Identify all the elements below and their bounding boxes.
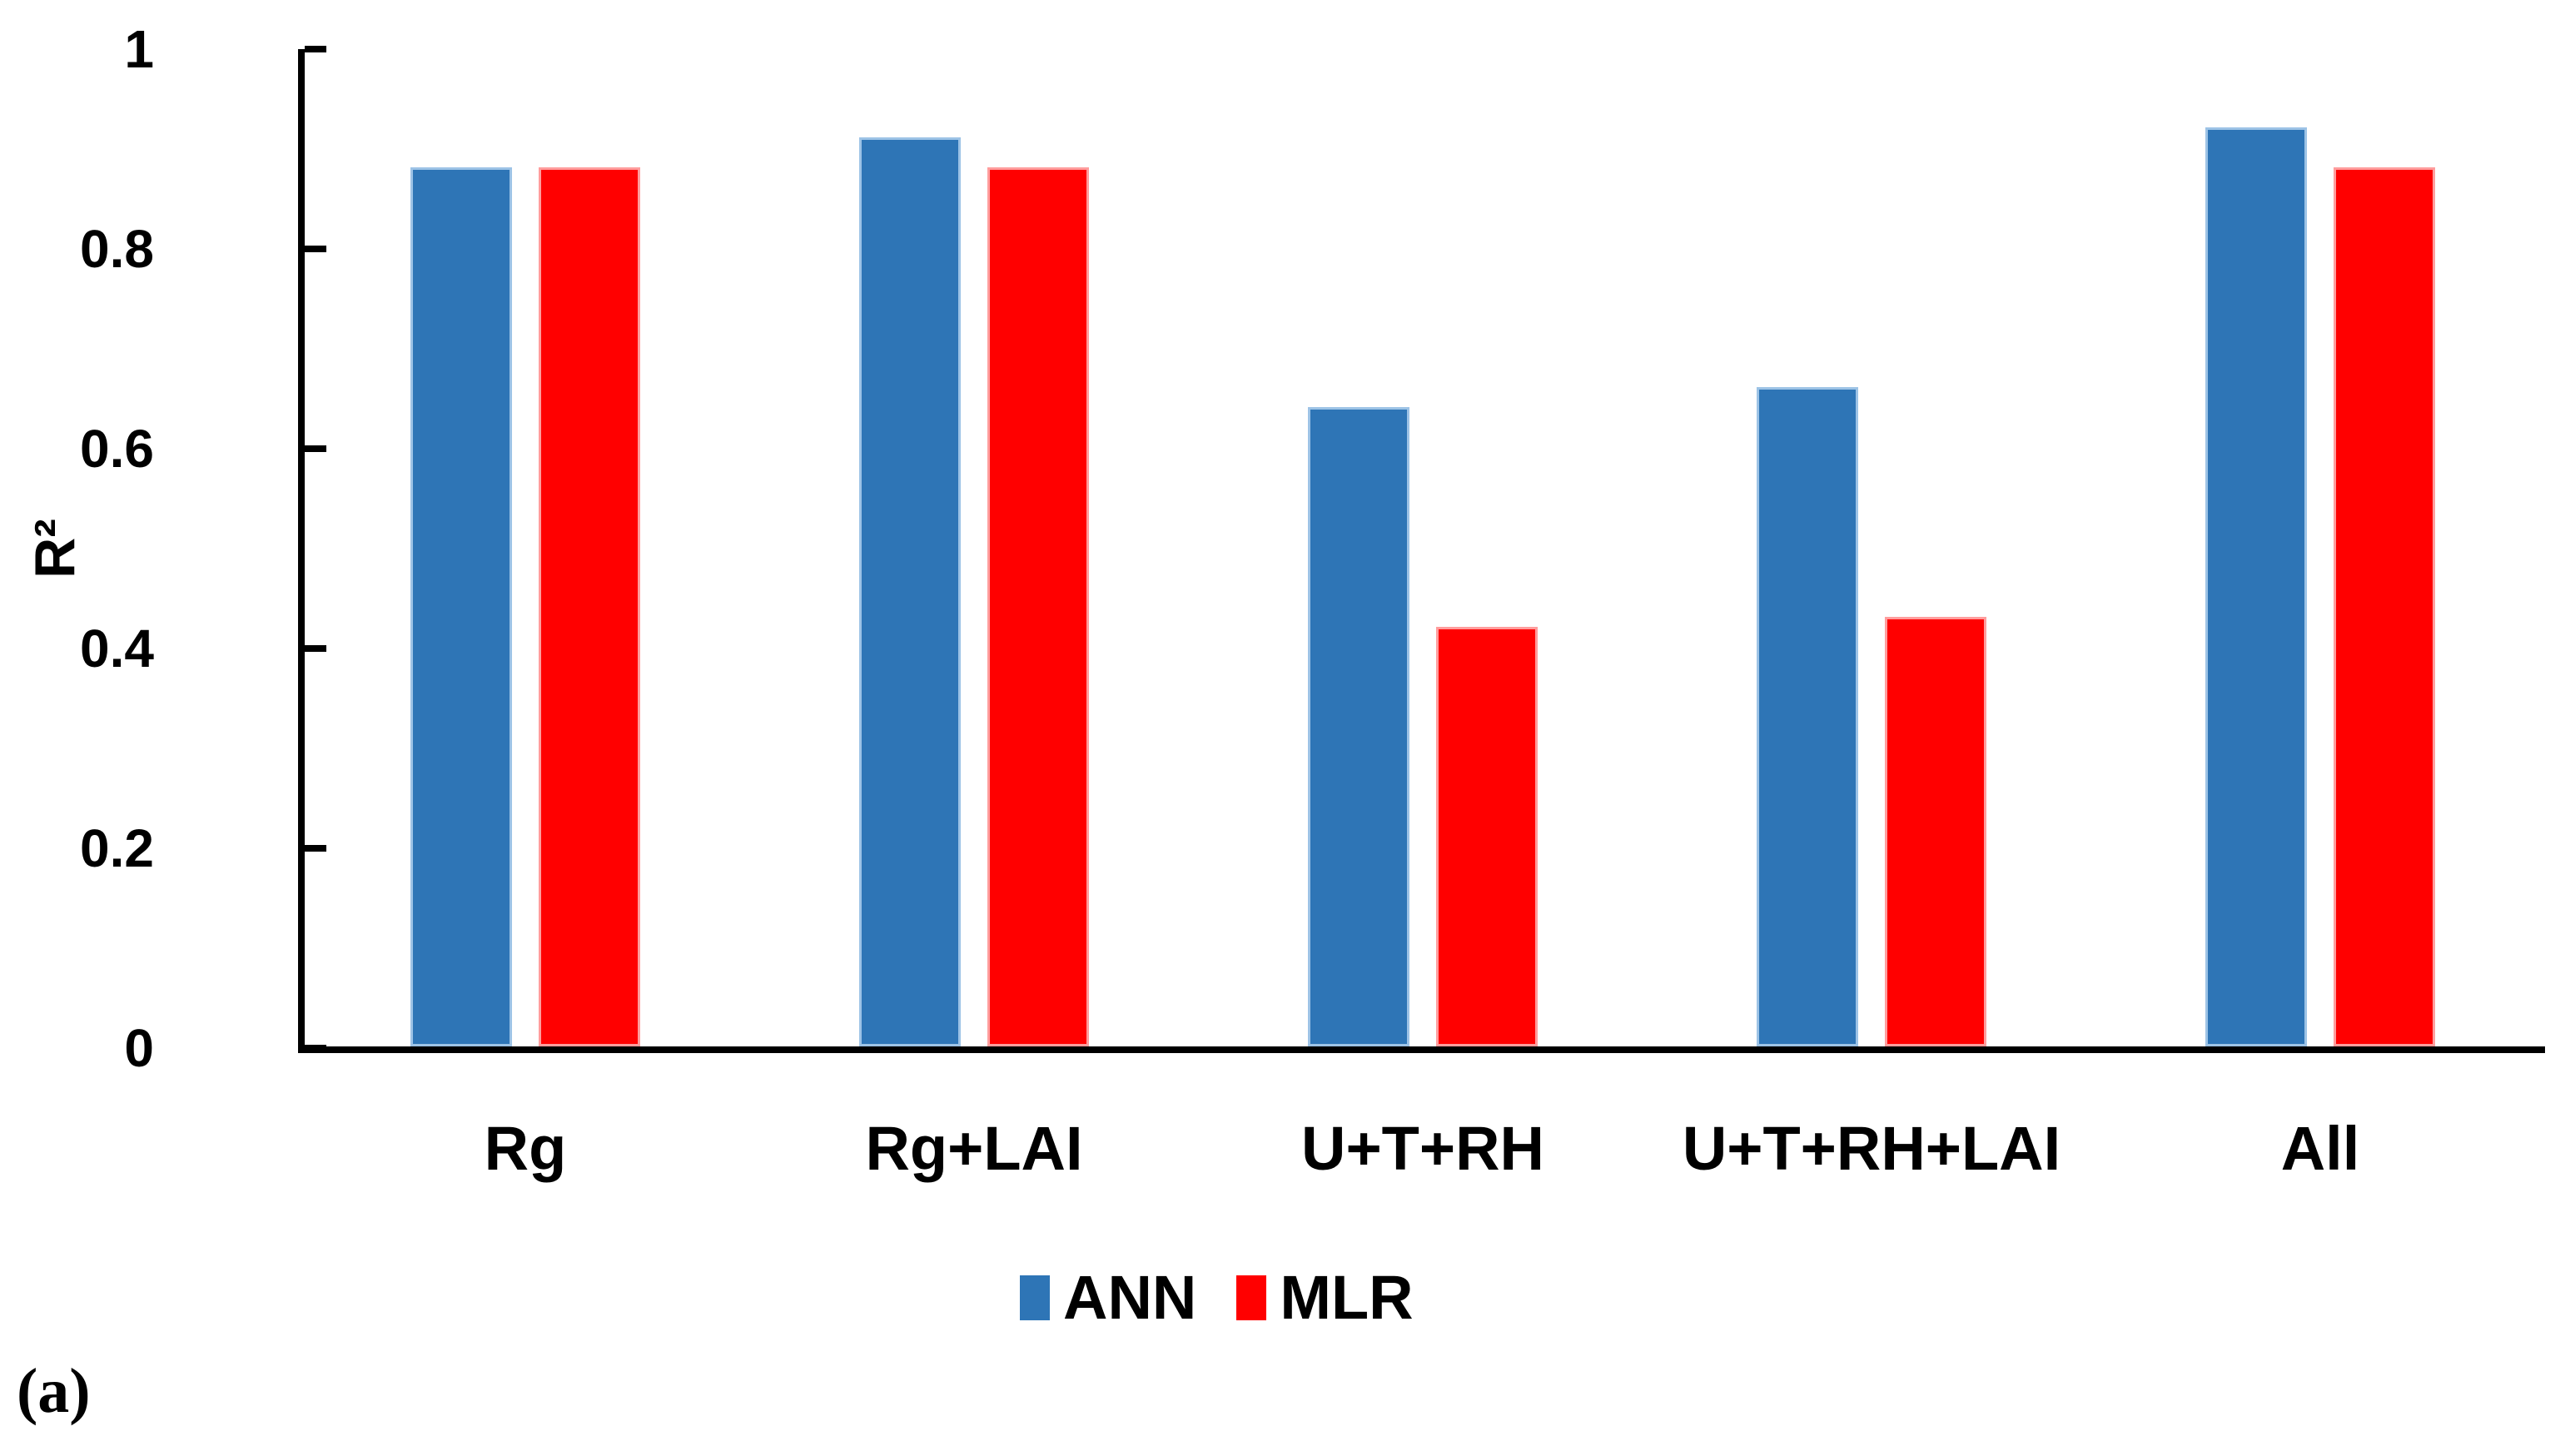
y-axis [298, 49, 305, 1053]
legend-swatch-mlr [1236, 1275, 1267, 1320]
y-tick-label: 0 [124, 1018, 154, 1078]
legend-label: MLR [1280, 1263, 1414, 1332]
y-tick-label: 1 [124, 19, 154, 79]
bar-ann-0 [410, 167, 512, 1046]
bar-mlr-1 [987, 167, 1089, 1046]
bar-ann-4 [2205, 127, 2307, 1046]
y-tick [305, 246, 326, 252]
y-tick-label: 0.6 [80, 419, 154, 479]
x-category-label: Rg+LAI [865, 1114, 1083, 1183]
bar-ann-3 [1757, 387, 1858, 1046]
y-axis-label: R² [23, 519, 87, 579]
x-category-label: U+T+RH [1301, 1114, 1544, 1183]
bar-mlr-2 [1436, 627, 1538, 1046]
legend-swatch-ann [1020, 1275, 1050, 1320]
x-category-label: U+T+RH+LAI [1682, 1114, 2061, 1183]
legend-label: ANN [1063, 1263, 1197, 1332]
x-category-label: Rg [484, 1114, 567, 1183]
figure-label: (a) [17, 1356, 91, 1426]
bar-mlr-4 [2334, 167, 2435, 1046]
bar-mlr-0 [539, 167, 640, 1046]
y-tick-label: 0.2 [80, 818, 154, 878]
y-tick [305, 845, 326, 852]
legend-item-ann: ANN [1020, 1267, 1196, 1329]
bar-mlr-3 [1885, 617, 1986, 1046]
bar-ann-2 [1308, 407, 1409, 1046]
y-tick [305, 445, 326, 452]
legend-item-mlr: MLR [1236, 1263, 1414, 1332]
y-tick [305, 1045, 326, 1051]
y-tick-label: 0.4 [80, 619, 154, 678]
x-category-label: All [2280, 1114, 2360, 1183]
bar-ann-1 [859, 137, 961, 1046]
y-tick-label: 0.8 [80, 219, 154, 279]
legend: ANN MLR [1020, 1267, 1414, 1329]
y-tick [305, 645, 326, 652]
y-tick [305, 46, 326, 52]
x-axis [298, 1046, 2545, 1053]
